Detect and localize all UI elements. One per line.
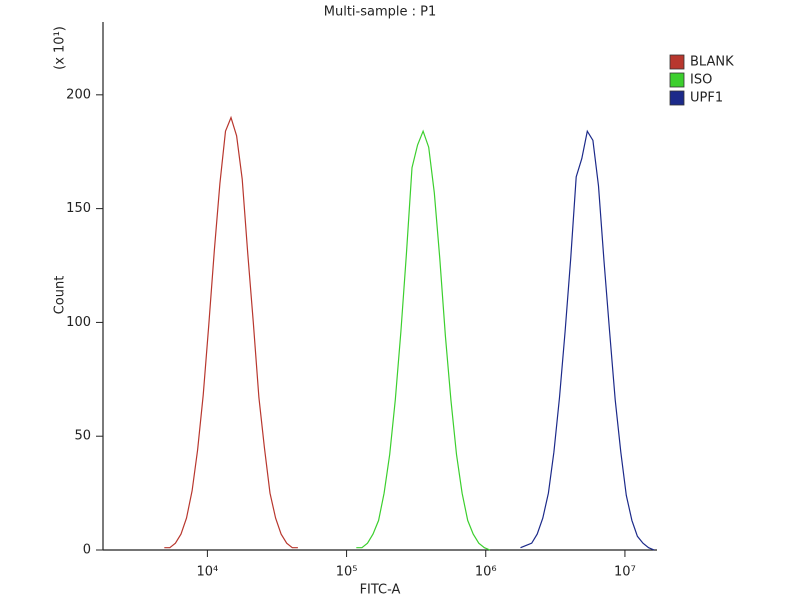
histogram-line	[356, 129, 491, 551]
x-tick-label: 10⁶	[475, 565, 497, 580]
x-tick-label: 10⁷	[614, 565, 636, 580]
x-tick-label: 10⁵	[336, 565, 358, 580]
legend-label: UPF1	[690, 91, 723, 106]
legend-swatch	[669, 54, 685, 70]
chart-title: Multi-sample : P1	[324, 5, 437, 20]
legend-label: ISO	[690, 73, 712, 88]
x-tick-label: 10⁴	[197, 565, 219, 580]
histogram-line	[164, 115, 298, 549]
y-axis-label: Count	[53, 276, 68, 315]
y-tick-label: 150	[66, 201, 91, 216]
y-tick-label: 0	[83, 543, 91, 558]
y-tick-label: 50	[74, 429, 91, 444]
histogram-line	[520, 129, 655, 551]
y-axis-unit: (x 10¹)	[53, 26, 68, 70]
legend-swatch	[669, 90, 685, 106]
x-axis-label: FITC-A	[360, 583, 401, 598]
y-tick-label: 200	[66, 87, 91, 102]
legend-label: BLANK	[690, 55, 734, 70]
legend-swatch	[669, 72, 685, 88]
y-tick-label: 100	[66, 315, 91, 330]
